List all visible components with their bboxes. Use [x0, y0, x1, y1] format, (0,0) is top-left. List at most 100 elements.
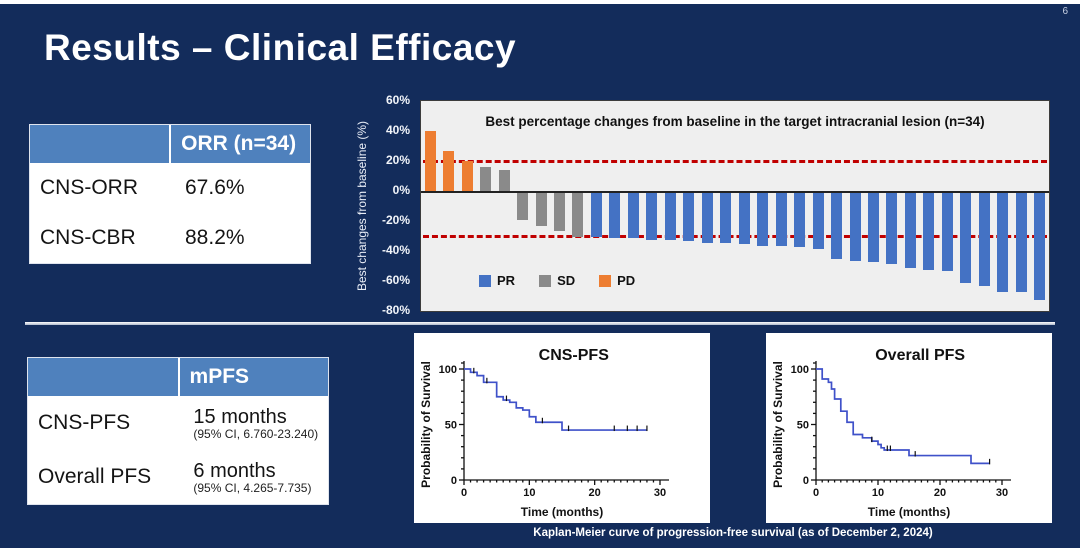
mpfs-value: 6 months — [193, 459, 276, 482]
waterfall-bar-SD — [535, 193, 547, 226]
km-chart-cns-pfs: 0 50 100 0 10 20 30 CNS-PFS Probability of Survi… — [414, 333, 710, 523]
legend-item-PR: PR — [479, 273, 515, 288]
waterfall-bar-PR — [738, 193, 750, 244]
km-survival-curve — [816, 368, 990, 465]
legend-swatch-icon — [479, 274, 491, 287]
km-plot-svg: 0 50 100 0 10 20 30 CNS-PFS Probability of Survi… — [419, 347, 669, 519]
waterfall-bar-PR — [794, 193, 806, 247]
y-tick-label: -40% — [381, 243, 410, 257]
waterfall-bar-PR — [960, 193, 972, 283]
legend-item-PD: PD — [599, 273, 635, 288]
y-tick-label: 50 — [445, 420, 457, 432]
waterfall-bar-SD — [553, 193, 565, 231]
reference-line-20pct — [423, 160, 1047, 163]
waterfall-y-ticks: 60% 40% 20% 0% -20% -40% -60% -80% — [366, 93, 414, 317]
x-tick-label: 0 — [461, 487, 467, 499]
waterfall-bar-PR — [812, 193, 824, 249]
mpfs-value: 15 months — [193, 405, 287, 428]
km-x-axis-label: Time (months) — [868, 505, 950, 519]
orr-table-header-row: ORR (n=34) — [30, 125, 310, 163]
y-tick-label: 60% — [385, 93, 410, 107]
km-y-axis-label: Probability of Survival — [771, 361, 785, 488]
y-tick-label: 100 — [439, 364, 457, 376]
waterfall-bar-SD — [572, 193, 584, 237]
x-tick-label: 30 — [996, 487, 1008, 499]
x-tick-label: 20 — [934, 487, 946, 499]
y-tick-label: 50 — [797, 420, 809, 432]
y-tick-label: 0 — [803, 475, 809, 487]
x-tick-label: 20 — [589, 487, 601, 499]
slide-top-edge — [0, 0, 1080, 4]
y-tick-label: -80% — [381, 303, 410, 317]
x-tick-label: 30 — [654, 487, 666, 499]
mpfs-header-empty-cell — [28, 358, 178, 396]
x-tick-label: 10 — [872, 487, 884, 499]
waterfall-bar-SD — [480, 167, 492, 191]
row-value: 15 months (95% CI, 6.760-23.240) — [183, 406, 328, 441]
waterfall-bar-PR — [904, 193, 916, 268]
mpfs-table-header-row: mPFS — [28, 358, 328, 396]
row-label: CNS-PFS — [38, 411, 131, 434]
row-label: CNS-CBR — [40, 226, 136, 249]
table-row: Overall PFS 6 months (95% CI, 4.265-7.73… — [28, 450, 328, 504]
km-survival-curve — [464, 368, 647, 431]
legend-swatch-icon — [599, 274, 612, 287]
waterfall-bar-PR — [886, 193, 898, 264]
table-row: CNS-CBR 88.2% — [30, 213, 310, 263]
page-title: Results – Clinical Efficacy — [44, 27, 517, 68]
waterfall-bar-PR — [627, 193, 639, 238]
km-y-axis-label: Probability of Survival — [419, 361, 433, 488]
waterfall-bar-PR — [775, 193, 787, 246]
mpfs-confidence-interval: (95% CI, 6.760-23.240) — [193, 426, 319, 441]
waterfall-bar-PR — [923, 193, 935, 270]
waterfall-bar-PR — [1034, 193, 1046, 300]
waterfall-bar-PR — [646, 193, 658, 240]
legend-label: PD — [617, 273, 636, 288]
legend-swatch-icon — [539, 274, 552, 287]
waterfall-bar-PD — [424, 131, 436, 191]
waterfall-bar-PR — [590, 193, 602, 237]
row-value: 6 months (95% CI, 4.265-7.735) — [183, 460, 328, 495]
waterfall-bar-PR — [720, 193, 732, 243]
waterfall-bar-PD — [443, 150, 455, 191]
section-divider — [25, 322, 1055, 325]
km-chart-overall-pfs: 0 50 100 0 10 20 30 Overall PFS Probability of S… — [766, 333, 1052, 523]
y-tick-label: 40% — [385, 123, 410, 137]
waterfall-bar-PR — [867, 193, 879, 262]
waterfall-bar-PR — [757, 193, 769, 246]
waterfall-bar-PR — [1015, 193, 1027, 292]
figure-caption: Kaplan-Meier curve of progression-free s… — [533, 527, 933, 539]
km-x-axis-label: Time (months) — [521, 505, 603, 519]
waterfall-bar-PR — [849, 193, 861, 261]
legend-label: PR — [497, 273, 516, 288]
waterfall-bar-PD — [461, 161, 473, 191]
page-number: 6 — [1062, 6, 1068, 17]
y-tick-label: 100 — [791, 364, 809, 376]
waterfall-bar-SD — [517, 193, 529, 220]
row-value: 67.6% — [185, 176, 245, 199]
waterfall-bar-PR — [701, 193, 713, 243]
orr-table: ORR (n=34) CNS-ORR 67.6% CNS-CBR 88.2% — [30, 125, 310, 263]
waterfall-bar-PR — [997, 193, 1009, 292]
zero-baseline — [421, 191, 1049, 193]
waterfall-chart: Best percentage changes from baseline in… — [420, 100, 1050, 312]
waterfall-legend: PR SD PD — [479, 273, 635, 288]
waterfall-bar-PR — [683, 193, 695, 241]
km-title: Overall PFS — [875, 347, 965, 364]
x-tick-label: 0 — [813, 487, 819, 499]
km-plot-svg: 0 50 100 0 10 20 30 Overall PFS Probability of S… — [771, 347, 1011, 519]
orr-header-empty-cell — [30, 125, 169, 163]
waterfall-title: Best percentage changes from baseline in… — [485, 114, 985, 129]
legend-label: SD — [557, 273, 576, 288]
waterfall-bar-PR — [831, 193, 843, 259]
waterfall-bar-SD — [498, 170, 510, 191]
legend-item-SD: SD — [539, 273, 575, 288]
y-tick-label: 0 — [451, 475, 457, 487]
waterfall-bar-PR — [941, 193, 953, 271]
row-label: Overall PFS — [38, 465, 152, 488]
table-row: CNS-PFS 15 months (95% CI, 6.760-23.240) — [28, 396, 328, 450]
x-tick-label: 10 — [523, 487, 535, 499]
waterfall-bar-PR — [609, 193, 621, 238]
y-tick-label: 0% — [392, 183, 410, 197]
